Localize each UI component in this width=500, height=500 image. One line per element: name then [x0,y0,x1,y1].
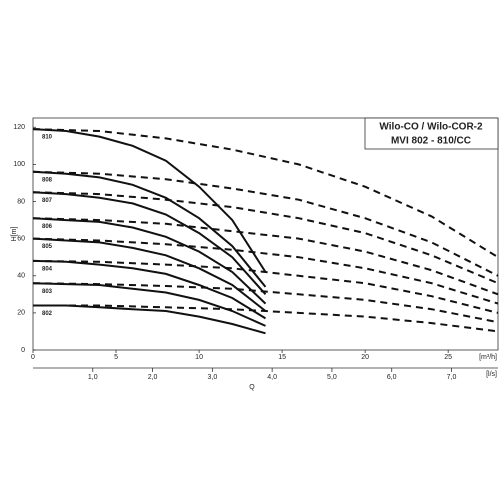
x-unit: [m³/h] [479,354,497,361]
dashed-curve [32,259,499,314]
curve-label: 805 [42,244,53,250]
y-tick-label: 60 [17,235,25,242]
x2-tick-label: 5,0 [327,374,337,381]
x-tick-label: 25 [444,354,452,361]
dashed-curve [32,237,499,305]
curve-label: 807 [42,198,53,204]
x-axis-label: Q [249,384,255,391]
curve-label: 810 [42,135,53,141]
y-tick-label: 100 [13,161,25,168]
x2-tick-label: 7,0 [447,374,457,381]
y-tick-label: 40 [17,273,25,280]
x-tick-label: 5 [114,354,118,361]
dashed-curve [32,217,499,296]
solid-curve [32,237,267,312]
solid-curve [32,191,267,295]
x-tick-label: 20 [361,354,369,361]
title-line: Wilo-CO / Wilo-COR-2 [379,122,483,133]
curve-label: 804 [42,266,53,272]
y-tick-label: 120 [13,124,25,131]
curve-label: 808 [42,177,53,183]
curve-label: 803 [42,289,53,295]
y-tick-label: 80 [17,198,25,205]
curve-label: 802 [42,311,53,317]
x2-unit: [l/s] [486,371,497,378]
title-line: MVI 802 - 810/CC [391,136,471,147]
x-tick-label: 10 [195,354,203,361]
solid-curve [32,170,267,288]
x2-tick-label: 1,0 [88,374,98,381]
x2-tick-label: 2,0 [148,374,158,381]
x2-tick-label: 4,0 [267,374,277,381]
curve-label: 806 [42,224,53,230]
title-box [364,117,499,150]
plot-frame [32,117,499,351]
y-axis-label: H[m] [11,227,18,242]
x2-tick-label: 6,0 [387,374,397,381]
dashed-curve [33,304,499,333]
dashed-curve [32,170,499,277]
x2-tick-label: 3,0 [207,374,217,381]
y-tick-label: 0 [21,347,25,354]
dashed-curve [32,282,499,324]
x-tick-label: 0 [31,354,35,361]
solid-curve [32,128,267,273]
dashed-curve [32,191,499,285]
dashed-curve [32,128,499,259]
x-tick-label: 15 [278,354,286,361]
y-tick-label: 20 [17,310,25,317]
